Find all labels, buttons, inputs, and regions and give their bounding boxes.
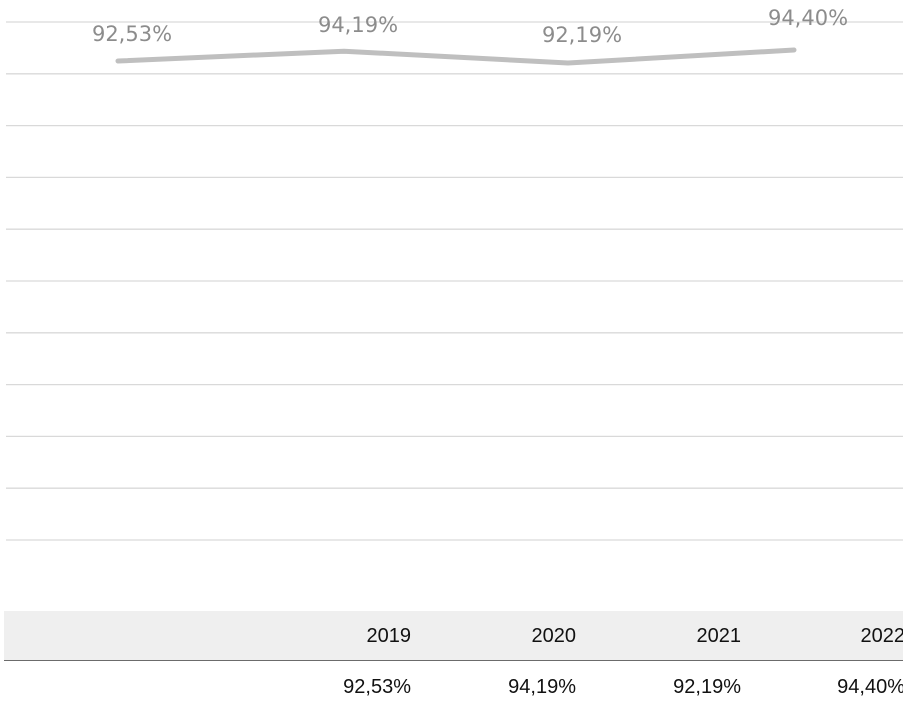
table-value-cell: 92,19% xyxy=(673,676,741,698)
chart-data-labels: 92,53% 94,19% 92,19% 94,40% xyxy=(92,6,848,47)
chart-gridlines xyxy=(6,21,903,541)
data-label: 92,19% xyxy=(542,23,622,47)
chart-series xyxy=(115,47,797,66)
table-header-cell: 2021 xyxy=(696,625,742,647)
data-label: 94,40% xyxy=(768,6,848,30)
series-line xyxy=(115,47,797,66)
table-header-cell: 2020 xyxy=(531,625,577,647)
table-value-cell: 94,19% xyxy=(508,676,576,698)
table-value-cell: 94,40% xyxy=(837,676,903,698)
table-value-cell: 92,53% xyxy=(343,676,411,698)
table-header-cell: 2022 xyxy=(860,625,903,647)
data-label: 94,19% xyxy=(318,13,398,37)
data-table: 2019 2020 2021 2022 92,53% 94,19% 92,19%… xyxy=(4,611,903,701)
line-chart: 92,53% 94,19% 92,19% 94,40% xyxy=(6,6,903,541)
table-header-row: 2019 2020 2021 2022 xyxy=(4,611,903,661)
data-label: 92,53% xyxy=(92,22,172,46)
table-header-cell: 2019 xyxy=(366,625,412,647)
table-row: 92,53% 94,19% 92,19% 94,40% xyxy=(4,661,903,701)
